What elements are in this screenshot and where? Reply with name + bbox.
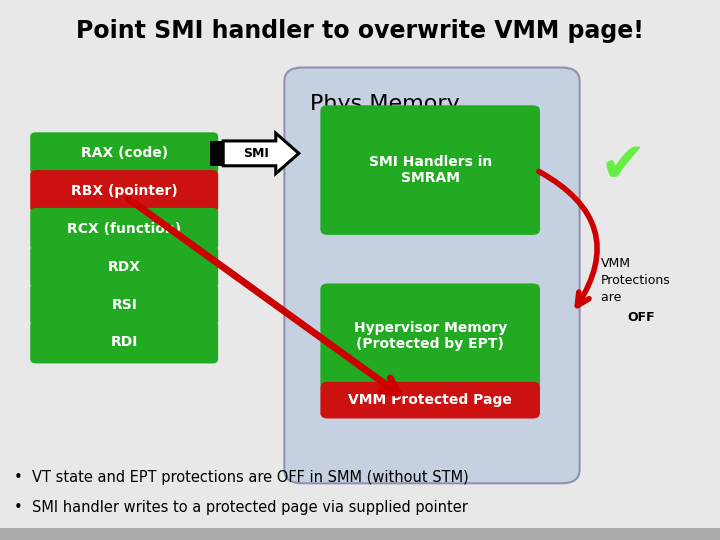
FancyBboxPatch shape bbox=[30, 246, 218, 288]
FancyBboxPatch shape bbox=[30, 321, 218, 363]
FancyBboxPatch shape bbox=[30, 284, 218, 326]
Text: •  VT state and EPT protections are OFF in SMM (without STM): • VT state and EPT protections are OFF i… bbox=[14, 470, 469, 485]
Text: SMI Handlers in
SMRAM: SMI Handlers in SMRAM bbox=[369, 155, 492, 185]
Text: RDI: RDI bbox=[110, 335, 138, 349]
Bar bbox=[210, 141, 223, 166]
FancyBboxPatch shape bbox=[284, 68, 580, 483]
Bar bbox=[0, 528, 720, 540]
FancyBboxPatch shape bbox=[30, 170, 218, 212]
Text: RBX (pointer): RBX (pointer) bbox=[71, 184, 178, 198]
FancyBboxPatch shape bbox=[320, 382, 540, 418]
Text: ✔: ✔ bbox=[600, 140, 646, 194]
Text: RCX (function): RCX (function) bbox=[67, 222, 181, 236]
FancyArrow shape bbox=[223, 133, 299, 174]
FancyBboxPatch shape bbox=[30, 132, 218, 174]
Text: Point SMI handler to overwrite VMM page!: Point SMI handler to overwrite VMM page! bbox=[76, 19, 644, 43]
FancyBboxPatch shape bbox=[320, 105, 540, 235]
Text: RAX (code): RAX (code) bbox=[81, 146, 168, 160]
Text: RDX: RDX bbox=[108, 260, 140, 274]
Text: RSI: RSI bbox=[112, 298, 137, 312]
FancyBboxPatch shape bbox=[30, 208, 218, 250]
Text: VMM Protected Page: VMM Protected Page bbox=[348, 393, 512, 407]
Text: •  SMI handler writes to a protected page via supplied pointer: • SMI handler writes to a protected page… bbox=[14, 500, 468, 515]
FancyBboxPatch shape bbox=[320, 284, 540, 389]
Text: Hypervisor Memory
(Protected by EPT): Hypervisor Memory (Protected by EPT) bbox=[354, 321, 507, 351]
Text: Phys Memory: Phys Memory bbox=[310, 94, 459, 114]
Text: SMI: SMI bbox=[243, 147, 269, 160]
Text: OFF: OFF bbox=[628, 311, 655, 324]
Text: VMM
Protections
are: VMM Protections are bbox=[601, 257, 671, 305]
